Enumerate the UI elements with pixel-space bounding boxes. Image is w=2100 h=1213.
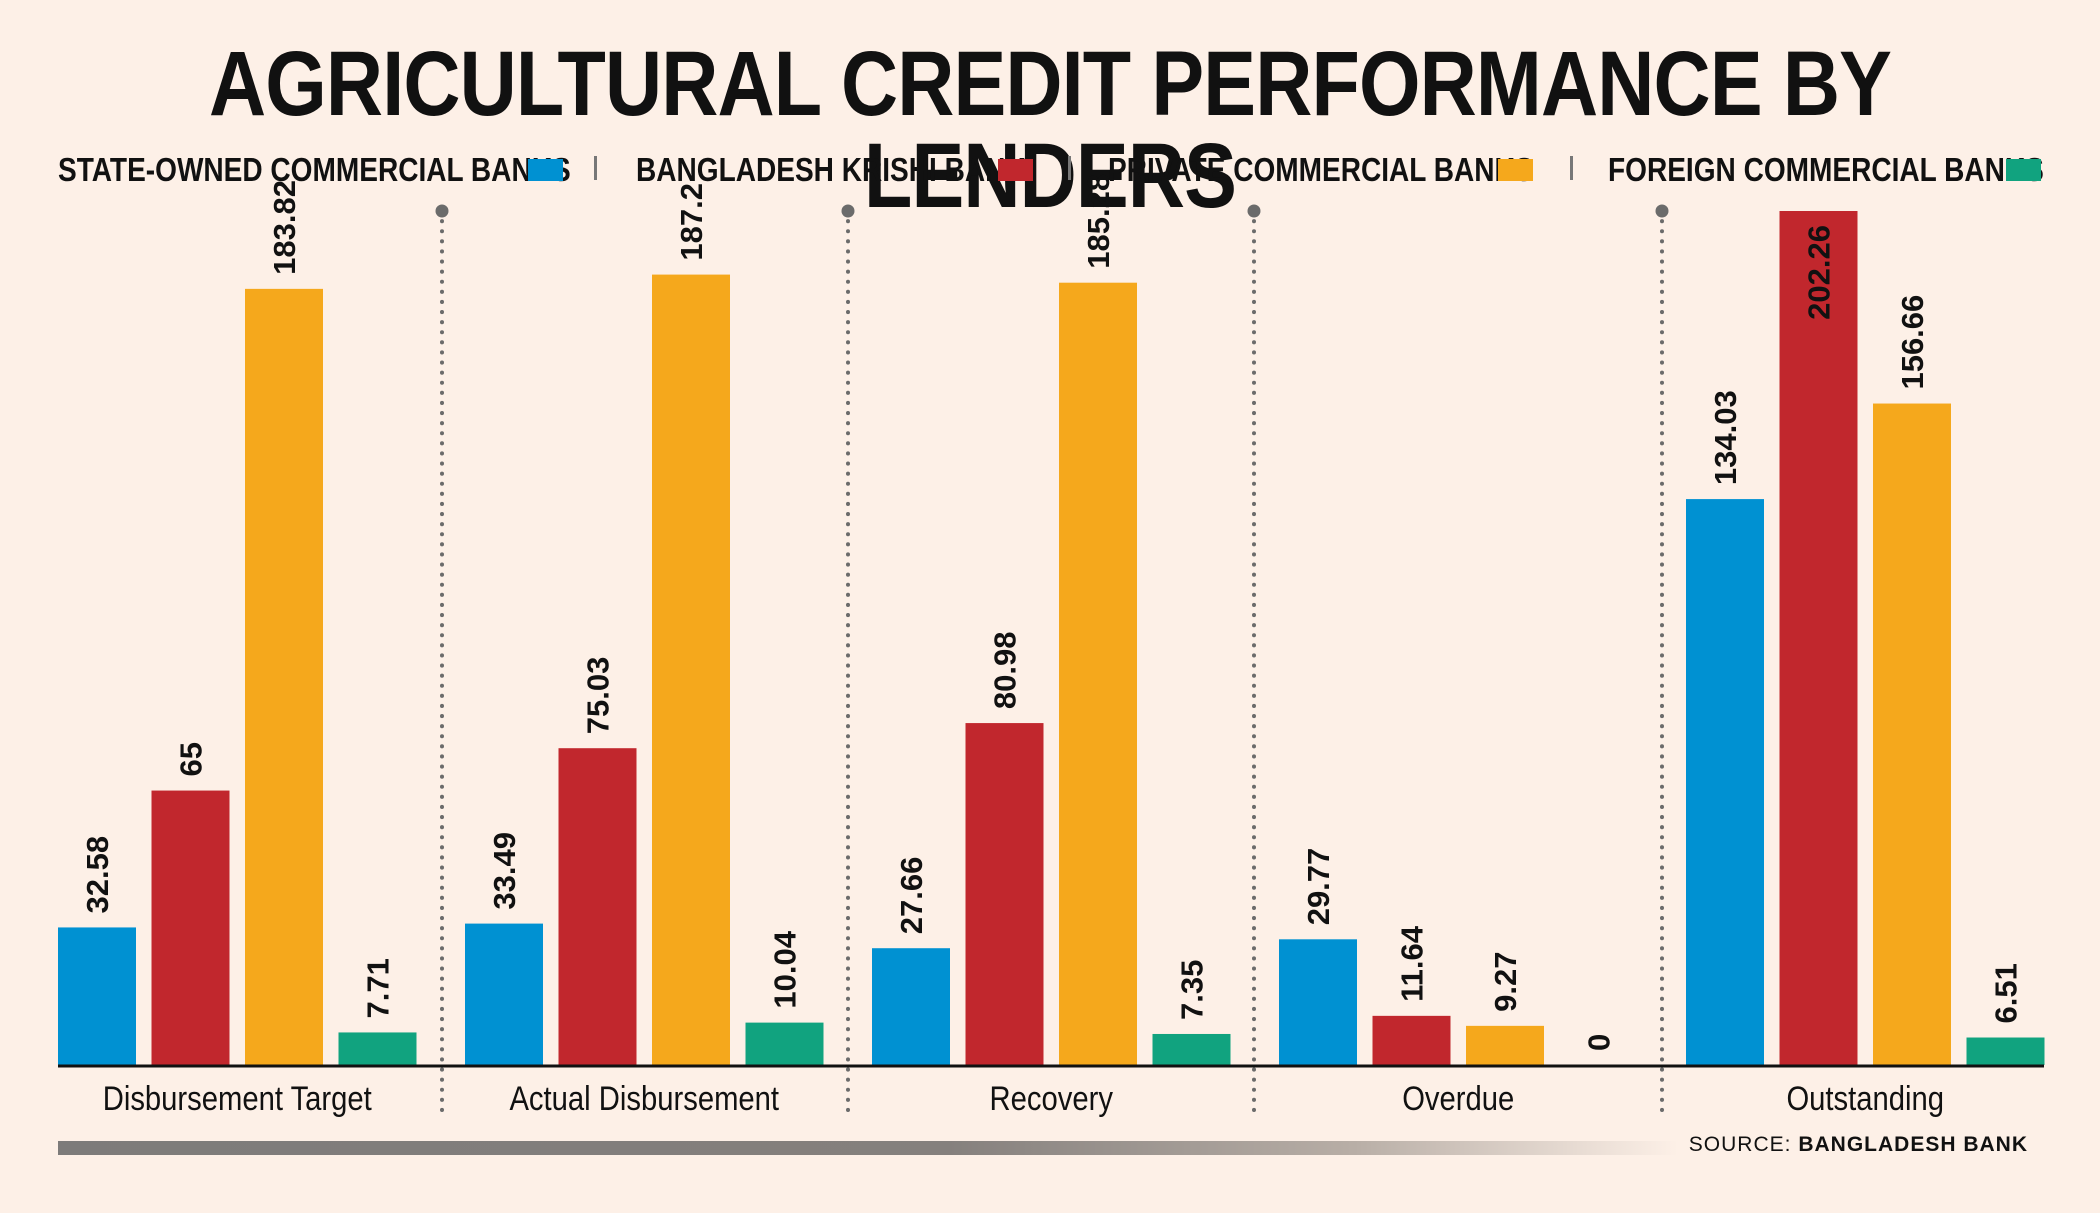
legend-swatch-foreign bbox=[2006, 159, 2041, 181]
bar bbox=[1686, 499, 1764, 1065]
data-label: 33.49 bbox=[487, 832, 522, 910]
legend-item-private: PRIVATE COMMERCIAL BANKS bbox=[1108, 150, 1609, 190]
bar bbox=[1059, 282, 1137, 1065]
bar bbox=[338, 1032, 417, 1065]
data-label: 134.03 bbox=[1708, 390, 1743, 485]
data-label: 65 bbox=[174, 742, 209, 776]
legend-divider bbox=[1570, 156, 1573, 180]
data-label: 32.58 bbox=[80, 836, 115, 914]
bar bbox=[151, 790, 230, 1065]
source-note: SOURCE: BANGLADESH BANK bbox=[1689, 1133, 2028, 1157]
data-label: 202.26 bbox=[1802, 225, 1837, 320]
legend-swatch-state-owned bbox=[528, 159, 563, 181]
legend-item-foreign: FOREIGN COMMERCIAL BANKS bbox=[1608, 150, 2100, 190]
data-label: 27.66 bbox=[894, 857, 929, 935]
category-label: Disbursement Target bbox=[103, 1079, 372, 1118]
bar bbox=[1966, 1037, 2045, 1065]
legend-swatch-krishi bbox=[998, 159, 1033, 181]
data-label: 6.51 bbox=[1989, 963, 2024, 1023]
bar bbox=[1152, 1033, 1231, 1065]
data-label: 187.2 bbox=[674, 183, 709, 261]
legend-swatch-private bbox=[1498, 159, 1533, 181]
data-label: 29.77 bbox=[1301, 848, 1336, 926]
group-divider-dot bbox=[1247, 204, 1261, 218]
category-label: Actual Disbursement bbox=[509, 1079, 779, 1118]
legend-divider bbox=[1068, 156, 1071, 180]
source-name: BANGLADESH BANK bbox=[1798, 1133, 2028, 1156]
bar bbox=[1279, 939, 1357, 1065]
data-label: 7.35 bbox=[1175, 960, 1210, 1020]
source-bar bbox=[58, 1141, 1678, 1155]
bar bbox=[1466, 1025, 1544, 1065]
data-label: 80.98 bbox=[988, 632, 1023, 710]
group-divider-dot bbox=[841, 204, 855, 218]
bar bbox=[872, 948, 950, 1065]
legend-item-state-owned: STATE-OWNED COMMERCIAL BANKS bbox=[58, 150, 661, 190]
category-label: Overdue bbox=[1402, 1079, 1514, 1118]
data-label: 7.71 bbox=[361, 958, 396, 1018]
legend-divider bbox=[594, 156, 597, 180]
data-label: 75.03 bbox=[581, 657, 616, 735]
bar bbox=[465, 923, 543, 1065]
legend-label: STATE-OWNED COMMERCIAL BANKS bbox=[58, 151, 571, 188]
bar bbox=[745, 1022, 824, 1065]
bar bbox=[58, 927, 136, 1065]
bar bbox=[558, 748, 637, 1065]
bar bbox=[965, 723, 1044, 1065]
data-label: 156.66 bbox=[1895, 295, 1930, 390]
legend-label: PRIVATE COMMERCIAL BANKS bbox=[1108, 151, 1534, 188]
group-divider-dot bbox=[435, 204, 449, 218]
bar bbox=[245, 288, 323, 1065]
bar bbox=[1779, 211, 1858, 1065]
legend-label: FOREIGN COMMERCIAL BANKS bbox=[1608, 151, 2044, 188]
chart-title: AGRICULTURAL CREDIT PERFORMANCE BY LENDE… bbox=[208, 33, 1892, 227]
legend: STATE-OWNED COMMERCIAL BANKS BANGLADESH … bbox=[58, 150, 2048, 190]
legend-item-krishi: BANGLADESH KRISHI BANK bbox=[636, 150, 1094, 190]
data-label: 0 bbox=[1582, 1034, 1617, 1051]
bar bbox=[1873, 403, 1951, 1065]
data-label: 10.04 bbox=[768, 930, 803, 1008]
data-label: 183.82 bbox=[267, 180, 302, 275]
category-label: Recovery bbox=[990, 1079, 1114, 1118]
category-label: Outstanding bbox=[1786, 1079, 1944, 1118]
data-label: 11.64 bbox=[1395, 925, 1430, 1002]
bar bbox=[652, 274, 730, 1065]
source-prefix: SOURCE: bbox=[1688, 1133, 1792, 1156]
data-label: 185.28 bbox=[1081, 174, 1116, 269]
group-divider-dot bbox=[1655, 204, 1669, 218]
legend-label: BANGLADESH KRISHI BANK bbox=[636, 151, 1026, 188]
data-label: 9.27 bbox=[1488, 952, 1523, 1012]
bar bbox=[1372, 1015, 1451, 1065]
